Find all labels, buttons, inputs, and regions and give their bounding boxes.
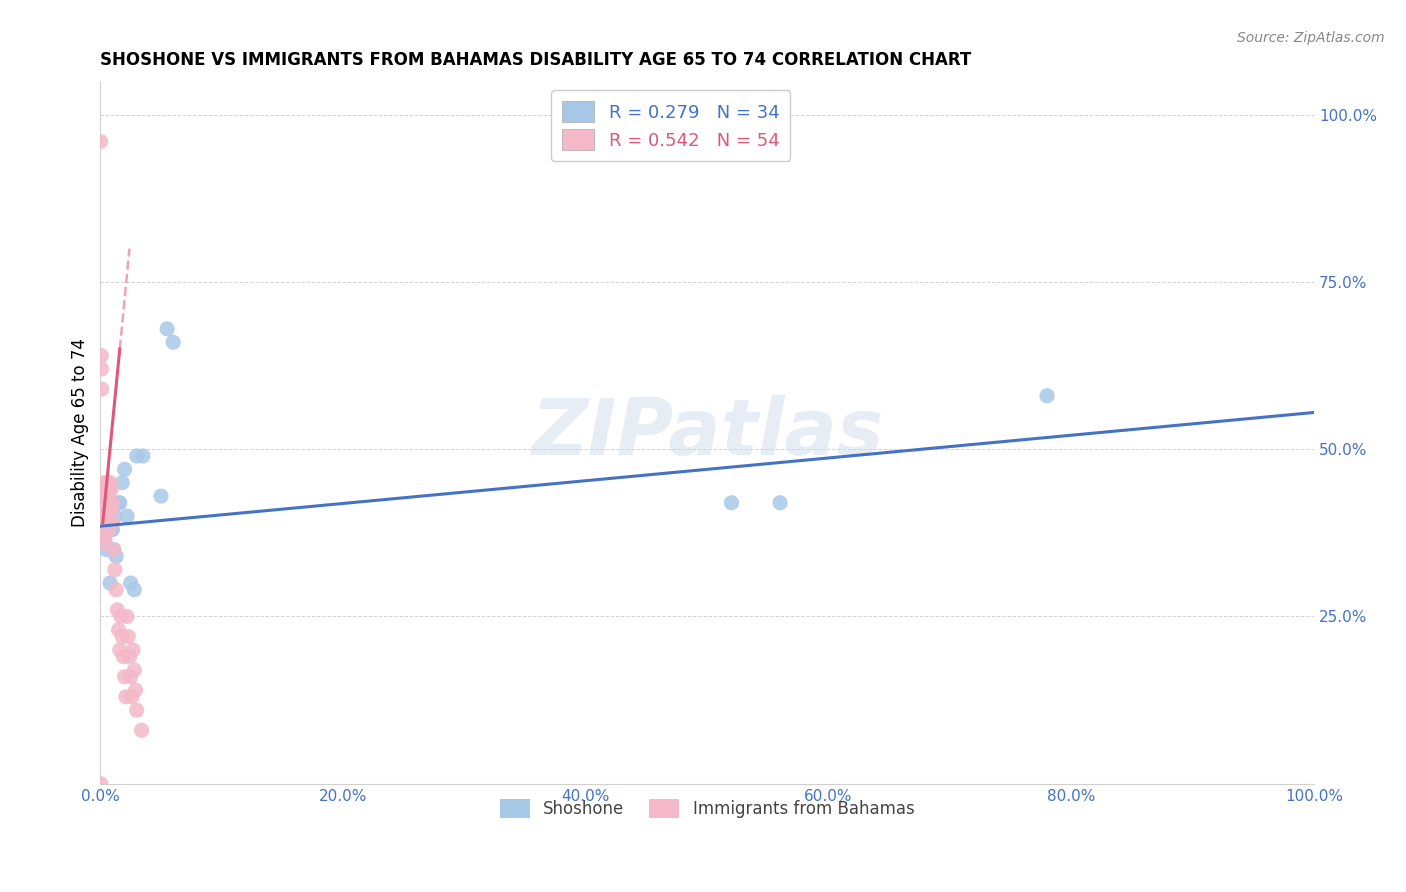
Point — [97, 502, 120, 516]
Point — [94, 536, 117, 550]
Point — [769, 496, 792, 510]
Point — [150, 489, 173, 503]
Point — [124, 683, 146, 698]
Point — [98, 496, 121, 510]
Point — [124, 582, 146, 597]
Point — [162, 335, 184, 350]
Point — [97, 523, 120, 537]
Point — [91, 529, 114, 543]
Legend: Shoshone, Immigrants from Bahamas: Shoshone, Immigrants from Bahamas — [494, 792, 921, 824]
Point — [118, 649, 141, 664]
Point — [98, 475, 121, 490]
Point — [90, 135, 112, 149]
Y-axis label: Disability Age 65 to 74: Disability Age 65 to 74 — [72, 338, 89, 527]
Point — [97, 516, 120, 530]
Point — [103, 542, 125, 557]
Point — [120, 670, 142, 684]
Point — [103, 542, 125, 557]
Point — [115, 509, 138, 524]
Point — [132, 449, 155, 463]
Point — [94, 516, 117, 530]
Point — [93, 502, 115, 516]
Point — [101, 496, 124, 510]
Text: ZIPatlas: ZIPatlas — [531, 394, 883, 471]
Point — [104, 509, 127, 524]
Point — [93, 536, 115, 550]
Point — [97, 483, 120, 497]
Point — [100, 483, 122, 497]
Point — [720, 496, 742, 510]
Point — [91, 509, 114, 524]
Point — [101, 496, 124, 510]
Point — [94, 509, 117, 524]
Point — [97, 523, 120, 537]
Point — [90, 496, 112, 510]
Point — [114, 670, 136, 684]
Point — [1036, 389, 1059, 403]
Point — [115, 609, 138, 624]
Point — [124, 663, 146, 677]
Point — [96, 523, 118, 537]
Point — [104, 563, 127, 577]
Point — [117, 630, 139, 644]
Point — [90, 349, 112, 363]
Point — [105, 549, 128, 564]
Point — [96, 542, 118, 557]
Point — [90, 382, 112, 396]
Point — [110, 609, 132, 624]
Point — [90, 777, 112, 791]
Point — [125, 703, 148, 717]
Point — [108, 643, 131, 657]
Point — [108, 496, 131, 510]
Point — [114, 462, 136, 476]
Point — [93, 496, 115, 510]
Point — [107, 623, 129, 637]
Point — [115, 690, 138, 704]
Point — [91, 509, 114, 524]
Point — [96, 502, 118, 516]
Point — [120, 576, 142, 591]
Point — [90, 496, 112, 510]
Point — [97, 496, 120, 510]
Point — [96, 523, 118, 537]
Point — [94, 489, 117, 503]
Point — [122, 643, 145, 657]
Point — [112, 649, 135, 664]
Point — [98, 576, 121, 591]
Point — [97, 475, 120, 490]
Point — [90, 362, 112, 376]
Point — [125, 449, 148, 463]
Point — [101, 516, 124, 530]
Point — [93, 523, 115, 537]
Text: Source: ZipAtlas.com: Source: ZipAtlas.com — [1237, 31, 1385, 45]
Point — [121, 690, 143, 704]
Point — [156, 322, 179, 336]
Point — [96, 483, 118, 497]
Point — [100, 523, 122, 537]
Text: SHOSHONE VS IMMIGRANTS FROM BAHAMAS DISABILITY AGE 65 TO 74 CORRELATION CHART: SHOSHONE VS IMMIGRANTS FROM BAHAMAS DISA… — [100, 51, 972, 69]
Point — [91, 489, 114, 503]
Point — [97, 509, 120, 524]
Point — [111, 475, 134, 490]
Point — [93, 475, 115, 490]
Point — [111, 630, 134, 644]
Point — [93, 516, 115, 530]
Point — [94, 529, 117, 543]
Point — [107, 496, 129, 510]
Point — [101, 523, 124, 537]
Point — [90, 523, 112, 537]
Point — [131, 723, 153, 738]
Point — [105, 603, 128, 617]
Point — [90, 496, 112, 510]
Point — [91, 509, 114, 524]
Point — [100, 502, 122, 516]
Point — [105, 582, 128, 597]
Point — [91, 529, 114, 543]
